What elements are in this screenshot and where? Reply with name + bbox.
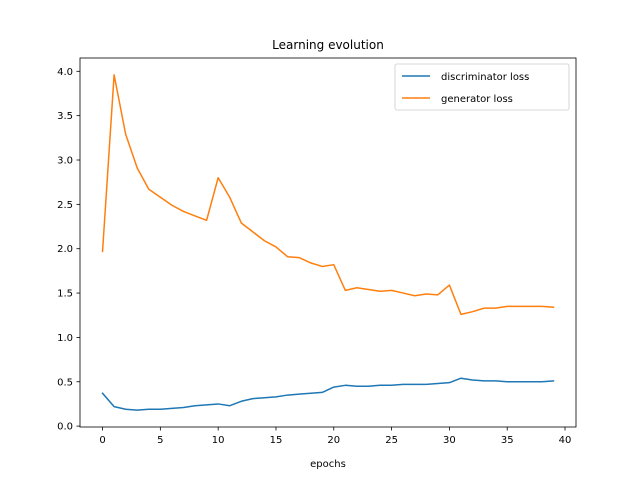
y-tick-label: 2.5 [57, 200, 73, 211]
x-tick-label: 35 [501, 435, 514, 446]
y-tick-label: 4.0 [57, 67, 73, 78]
y-tick-label: 0.0 [57, 422, 73, 433]
x-tick-label: 30 [443, 435, 456, 446]
x-tick-label: 5 [157, 435, 163, 446]
legend-label-2: generator loss [441, 94, 513, 105]
x-tick-label: 10 [212, 435, 225, 446]
x-tick-label: 20 [327, 435, 340, 446]
x-tick-label: 25 [385, 435, 398, 446]
x-tick-label: 0 [99, 435, 105, 446]
y-tick-label: 1.5 [57, 289, 73, 300]
y-tick-label: 1.0 [57, 333, 73, 344]
legend-box [394, 63, 570, 111]
x-tick-label: 15 [270, 435, 283, 446]
y-tick-label: 0.5 [57, 377, 73, 388]
y-tick-label: 2.0 [57, 244, 73, 255]
chart-title: Learning evolution [272, 38, 384, 52]
x-axis-title: epochs [310, 459, 346, 470]
legend: discriminator loss generator loss [394, 63, 570, 111]
legend-label-1: discriminator loss [441, 72, 529, 83]
series-line-2 [101, 74, 555, 316]
plot-area: 0 5 10 15 20 25 30 35 40 0.0 0.5 1.0 1.5 2.0 2.5 3.0 3.5… [57, 57, 577, 446]
series-line-1 [101, 377, 555, 411]
y-tick-label: 3.5 [57, 111, 73, 122]
y-tick-label: 3.0 [57, 156, 73, 167]
axes-frame [79, 57, 577, 428]
x-tick-label: 40 [559, 435, 572, 446]
